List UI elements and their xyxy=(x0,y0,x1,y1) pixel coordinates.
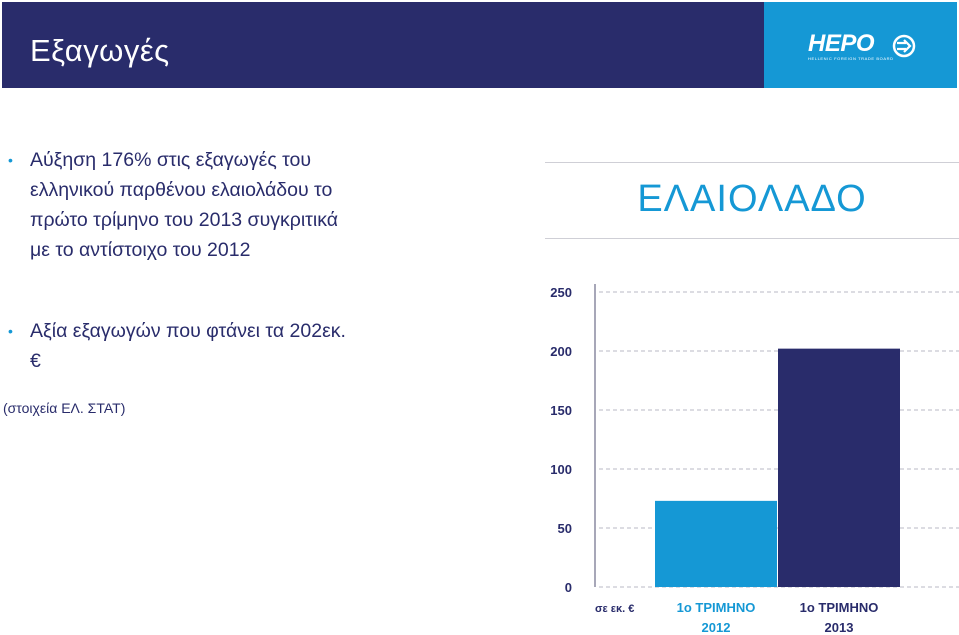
logo-tagline: HELLENIC FOREIGN TRADE BOARD xyxy=(808,56,894,61)
bar xyxy=(655,500,777,587)
bullet-text: Αύξηση 176% στις εξαγωγές του ελληνικού … xyxy=(30,149,339,261)
bullet-icon: • xyxy=(8,323,13,339)
y-tick-label: 150 xyxy=(550,403,572,418)
hepo-logo: HEPO HELLENIC FOREIGN TRADE BOARD xyxy=(764,2,957,88)
x-category-label: 2013 xyxy=(825,620,854,635)
y-tick-label: 0 xyxy=(565,580,572,595)
logo-arrow-icon xyxy=(892,34,916,58)
y-tick-label: 100 xyxy=(550,462,572,477)
title-bar: Εξαγωγές xyxy=(2,2,764,88)
x-category-label: 1ο ΤΡΙΜΗΝΟ xyxy=(800,600,879,615)
bar-chart-plot: 250 200 150 100 50 0 σε εκ. € 1ο ΤΡΙΜΗΝΟ 2012 1ο … xyxy=(550,284,959,635)
slide-title: Εξαγωγές xyxy=(30,33,170,68)
bar xyxy=(778,348,900,587)
chart-title-top-rule xyxy=(545,162,959,163)
unit-label: σε εκ. € xyxy=(595,603,634,615)
source-note: (στοιχεία ΕΛ. ΣΤΑΤ) xyxy=(3,400,126,416)
bullet-export-growth: • Αύξηση 176% στις εξαγωγές του ελληνικο… xyxy=(8,145,350,265)
y-tick-label: 250 xyxy=(550,285,572,300)
x-category-label: 2012 xyxy=(702,620,731,635)
bullet-icon: • xyxy=(8,152,13,168)
bullet-export-value: • Αξία εξαγωγών που φτάνει τα 202εκ. € xyxy=(8,316,350,376)
logo-text: HEPO xyxy=(808,30,875,57)
slide-header: Εξαγωγές HEPO HELLENIC FOREIGN TRADE BOA… xyxy=(0,0,959,90)
chart-title-bottom-rule xyxy=(545,238,959,239)
chart-title: ΕΛΑΙΟΛΑΔΟ xyxy=(637,178,867,220)
bullet-text: Αξία εξαγωγών που φτάνει τα 202εκ. € xyxy=(30,320,346,372)
y-tick-label: 50 xyxy=(558,521,572,536)
y-tick-label: 200 xyxy=(550,344,572,359)
olive-oil-chart: ΕΛΑΙΟΛΑΔΟ 250 200 150 100 50 0 σε εκ. € 1ο ΤΡΙΜ… xyxy=(545,160,959,635)
x-category-label: 1ο ΤΡΙΜΗΝΟ xyxy=(677,600,756,615)
